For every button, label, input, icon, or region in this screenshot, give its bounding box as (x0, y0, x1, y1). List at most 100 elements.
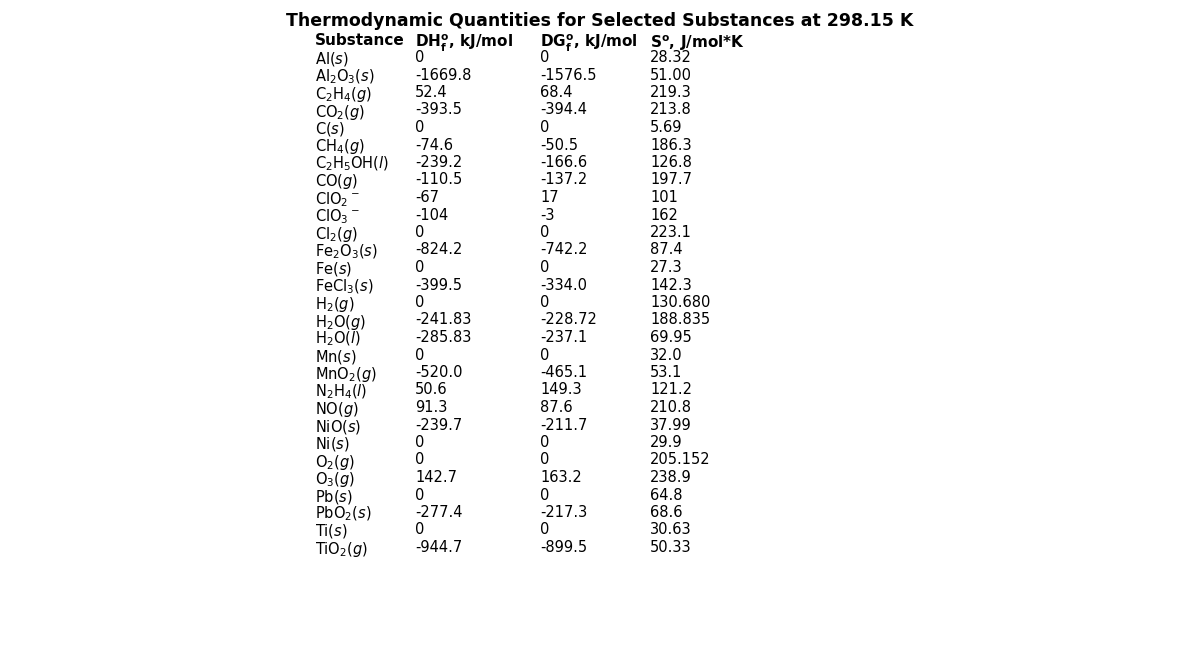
Text: 126.8: 126.8 (650, 155, 692, 170)
Text: C$_2$H$_4$($g$): C$_2$H$_4$($g$) (314, 85, 372, 104)
Text: MnO$_2$($g$): MnO$_2$($g$) (314, 365, 377, 384)
Text: H$_2$O($g$): H$_2$O($g$) (314, 313, 366, 332)
Text: CO$_2$($g$): CO$_2$($g$) (314, 103, 365, 122)
Text: 0: 0 (415, 50, 425, 65)
Text: 0: 0 (540, 523, 550, 538)
Text: Substance: Substance (314, 33, 404, 48)
Text: 162: 162 (650, 207, 678, 222)
Text: 223.1: 223.1 (650, 225, 692, 240)
Text: -239.2: -239.2 (415, 155, 462, 170)
Text: -520.0: -520.0 (415, 365, 462, 380)
Text: -1669.8: -1669.8 (415, 68, 472, 83)
Text: C($s$): C($s$) (314, 120, 344, 138)
Text: 5.69: 5.69 (650, 120, 683, 135)
Text: NiO($s$): NiO($s$) (314, 417, 361, 436)
Text: $\mathbf{DG_f^o}$, kJ/mol: $\mathbf{DG_f^o}$, kJ/mol (540, 33, 638, 54)
Text: 0: 0 (415, 348, 425, 363)
Text: Al($s$): Al($s$) (314, 50, 349, 68)
Text: Ti($s$): Ti($s$) (314, 523, 348, 541)
Text: O$_2$($g$): O$_2$($g$) (314, 452, 355, 471)
Text: CO($g$): CO($g$) (314, 172, 358, 192)
Text: -742.2: -742.2 (540, 242, 588, 257)
Text: H$_2$O($l$): H$_2$O($l$) (314, 330, 361, 348)
Text: Ni($s$): Ni($s$) (314, 435, 349, 453)
Text: 51.00: 51.00 (650, 68, 692, 83)
Text: -228.72: -228.72 (540, 313, 596, 328)
Text: -285.83: -285.83 (415, 330, 472, 345)
Text: -50.5: -50.5 (540, 138, 578, 153)
Text: 142.7: 142.7 (415, 470, 457, 485)
Text: Al$_2$O$_3$($s$): Al$_2$O$_3$($s$) (314, 68, 374, 86)
Text: -1576.5: -1576.5 (540, 68, 596, 83)
Text: C$_2$H$_5$OH($l$): C$_2$H$_5$OH($l$) (314, 155, 389, 174)
Text: 0: 0 (540, 50, 550, 65)
Text: CH$_4$($g$): CH$_4$($g$) (314, 138, 365, 157)
Text: 130.680: 130.680 (650, 295, 710, 310)
Text: 0: 0 (540, 225, 550, 240)
Text: 64.8: 64.8 (650, 488, 683, 502)
Text: TiO$_2$($g$): TiO$_2$($g$) (314, 540, 368, 559)
Text: 91.3: 91.3 (415, 400, 448, 415)
Text: -104: -104 (415, 207, 449, 222)
Text: 219.3: 219.3 (650, 85, 691, 100)
Text: ClO$_2$$^-$: ClO$_2$$^-$ (314, 190, 360, 209)
Text: Pb($s$): Pb($s$) (314, 488, 353, 506)
Text: 186.3: 186.3 (650, 138, 691, 153)
Text: 163.2: 163.2 (540, 470, 582, 485)
Text: 27.3: 27.3 (650, 260, 683, 275)
Text: 87.6: 87.6 (540, 400, 572, 415)
Text: 17: 17 (540, 190, 559, 205)
Text: -944.7: -944.7 (415, 540, 462, 555)
Text: PbO$_2$($s$): PbO$_2$($s$) (314, 505, 372, 523)
Text: 37.99: 37.99 (650, 417, 691, 432)
Text: Fe($s$): Fe($s$) (314, 260, 352, 278)
Text: -399.5: -399.5 (415, 278, 462, 292)
Text: 142.3: 142.3 (650, 278, 691, 292)
Text: 0: 0 (415, 225, 425, 240)
Text: 87.4: 87.4 (650, 242, 683, 257)
Text: 149.3: 149.3 (540, 382, 582, 398)
Text: -237.1: -237.1 (540, 330, 587, 345)
Text: -241.83: -241.83 (415, 313, 472, 328)
Text: -211.7: -211.7 (540, 417, 587, 432)
Text: 0: 0 (415, 120, 425, 135)
Text: 0: 0 (415, 260, 425, 275)
Text: 0: 0 (415, 295, 425, 310)
Text: -824.2: -824.2 (415, 242, 462, 257)
Text: 69.95: 69.95 (650, 330, 691, 345)
Text: -67: -67 (415, 190, 439, 205)
Text: 188.835: 188.835 (650, 313, 710, 328)
Text: 0: 0 (540, 488, 550, 502)
Text: 197.7: 197.7 (650, 172, 692, 187)
Text: Thermodynamic Quantities for Selected Substances at 298.15 K: Thermodynamic Quantities for Selected Su… (287, 12, 913, 30)
Text: 0: 0 (540, 295, 550, 310)
Text: -334.0: -334.0 (540, 278, 587, 292)
Text: 52.4: 52.4 (415, 85, 448, 100)
Text: 210.8: 210.8 (650, 400, 692, 415)
Text: $\mathbf{DH_f^o}$, kJ/mol: $\mathbf{DH_f^o}$, kJ/mol (415, 33, 514, 54)
Text: 121.2: 121.2 (650, 382, 692, 398)
Text: 29.9: 29.9 (650, 435, 683, 450)
Text: -3: -3 (540, 207, 554, 222)
Text: N$_2$H$_4$($l$): N$_2$H$_4$($l$) (314, 382, 367, 401)
Text: 0: 0 (540, 120, 550, 135)
Text: 50.33: 50.33 (650, 540, 691, 555)
Text: Fe$_2$O$_3$($s$): Fe$_2$O$_3$($s$) (314, 242, 378, 261)
Text: 0: 0 (540, 260, 550, 275)
Text: 205.152: 205.152 (650, 452, 710, 467)
Text: -394.4: -394.4 (540, 103, 587, 118)
Text: -239.7: -239.7 (415, 417, 462, 432)
Text: 0: 0 (540, 435, 550, 450)
Text: 101: 101 (650, 190, 678, 205)
Text: FeCl$_3$($s$): FeCl$_3$($s$) (314, 278, 373, 296)
Text: H$_2$($g$): H$_2$($g$) (314, 295, 354, 314)
Text: 32.0: 32.0 (650, 348, 683, 363)
Text: Cl$_2$($g$): Cl$_2$($g$) (314, 225, 358, 244)
Text: NO($g$): NO($g$) (314, 400, 359, 419)
Text: 0: 0 (415, 435, 425, 450)
Text: 53.1: 53.1 (650, 365, 683, 380)
Text: 238.9: 238.9 (650, 470, 691, 485)
Text: 30.63: 30.63 (650, 523, 691, 538)
Text: 0: 0 (415, 523, 425, 538)
Text: ClO$_3$$^-$: ClO$_3$$^-$ (314, 207, 360, 226)
